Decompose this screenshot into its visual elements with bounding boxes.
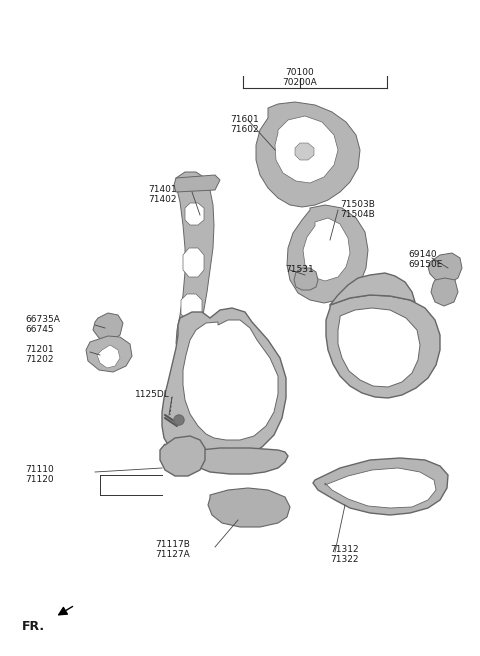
Polygon shape bbox=[294, 268, 318, 290]
Polygon shape bbox=[160, 436, 205, 476]
Text: 71201
71202: 71201 71202 bbox=[25, 345, 54, 364]
Text: 66735A
66745: 66735A 66745 bbox=[25, 315, 60, 335]
Polygon shape bbox=[295, 143, 314, 160]
Polygon shape bbox=[330, 273, 415, 305]
Text: 1125DL: 1125DL bbox=[135, 390, 170, 399]
Text: 71503B
71504B: 71503B 71504B bbox=[340, 200, 375, 219]
Polygon shape bbox=[326, 295, 440, 398]
Polygon shape bbox=[176, 172, 214, 357]
Text: 71110
71120: 71110 71120 bbox=[25, 465, 54, 484]
Polygon shape bbox=[93, 313, 123, 341]
Text: 71601
71602: 71601 71602 bbox=[230, 115, 259, 134]
Polygon shape bbox=[275, 116, 338, 183]
Text: 70100
70200A: 70100 70200A bbox=[283, 68, 317, 87]
Polygon shape bbox=[208, 488, 290, 527]
Polygon shape bbox=[181, 294, 202, 320]
Text: 71312
71322: 71312 71322 bbox=[330, 545, 359, 564]
Text: 71531: 71531 bbox=[285, 265, 314, 274]
Polygon shape bbox=[303, 218, 350, 281]
Polygon shape bbox=[185, 203, 204, 225]
Text: FR.: FR. bbox=[22, 620, 45, 633]
Polygon shape bbox=[256, 102, 360, 207]
Polygon shape bbox=[428, 253, 462, 284]
Polygon shape bbox=[183, 248, 204, 277]
Text: 71117B
71127A: 71117B 71127A bbox=[155, 540, 190, 560]
Polygon shape bbox=[325, 468, 436, 508]
Polygon shape bbox=[183, 320, 278, 440]
Polygon shape bbox=[174, 175, 220, 192]
Polygon shape bbox=[97, 345, 120, 368]
Polygon shape bbox=[196, 448, 288, 474]
Polygon shape bbox=[313, 458, 448, 515]
Text: 69140
69150E: 69140 69150E bbox=[408, 250, 443, 270]
Polygon shape bbox=[86, 336, 132, 372]
Polygon shape bbox=[287, 205, 368, 303]
Polygon shape bbox=[338, 308, 420, 387]
Polygon shape bbox=[162, 308, 286, 462]
Circle shape bbox=[174, 415, 184, 425]
Polygon shape bbox=[431, 278, 458, 306]
Text: 71401
71402: 71401 71402 bbox=[148, 185, 177, 205]
